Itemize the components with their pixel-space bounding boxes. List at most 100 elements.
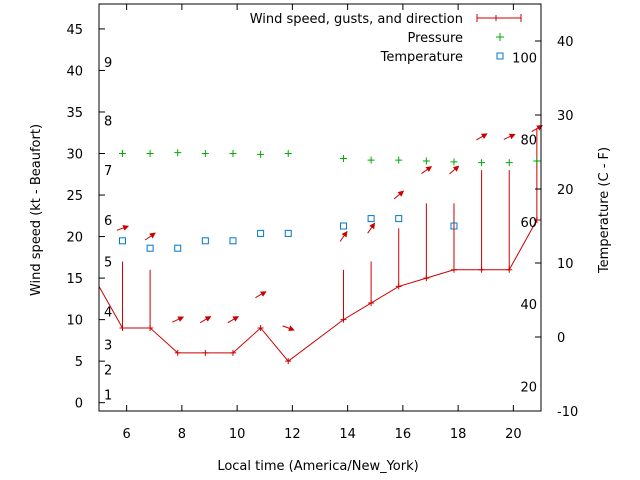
wind-speed-line (98, 219, 541, 362)
fahrenheit-label: 80 (520, 134, 537, 149)
temperature-point (174, 244, 182, 252)
legend-label-wind: Wind speed, gusts, and direction (250, 12, 463, 27)
y-left-tick-label: 25 (66, 189, 83, 204)
wind-direction-arrow (503, 133, 516, 140)
y-left-tick-label: 30 (66, 148, 83, 163)
pressure-point (533, 157, 541, 165)
wind-point (174, 349, 181, 356)
legend-label-temperature: Temperature (380, 50, 463, 65)
y-left-tick-label: 10 (66, 314, 83, 329)
pressure-point (284, 150, 292, 158)
beaufort-label: 7 (104, 164, 112, 179)
wind-direction-arrow (367, 222, 376, 234)
fahrenheit-label: 40 (520, 298, 537, 313)
pressure-point (146, 150, 154, 158)
y-right-tick-label: 30 (557, 109, 574, 124)
wind-direction-arrow (199, 316, 212, 324)
pressure-point (174, 149, 182, 157)
wind-direction-arrow (449, 165, 460, 175)
pressure-point (257, 150, 265, 158)
beaufort-label: 3 (104, 339, 112, 354)
beaufort-label: 6 (104, 214, 112, 229)
x-axis-label: Local time (America/New_York) (217, 459, 418, 474)
pressure-point (367, 156, 375, 164)
wind-point (340, 316, 347, 323)
x-tick-label: 10 (229, 427, 246, 442)
wind-point (478, 266, 485, 273)
pressure-point (118, 150, 126, 158)
temperature-point (257, 229, 265, 237)
temperature-point (339, 222, 347, 230)
x-tick-label: 20 (505, 427, 522, 442)
x-tick-label: 14 (339, 427, 356, 442)
y-left-tick-label: 5 (75, 355, 83, 370)
beaufort-label: 2 (104, 363, 112, 378)
temperature-point (146, 244, 154, 252)
legend-swatch-temperature (496, 52, 504, 60)
temperature-point (229, 237, 237, 245)
legend-label-pressure: Pressure (407, 31, 463, 46)
temperature-point (450, 222, 458, 230)
y-left-tick-label: 0 (75, 397, 83, 412)
y-right-tick-label: -10 (557, 405, 578, 420)
wind-direction-arrow (116, 225, 130, 231)
pressure-point (201, 150, 209, 158)
pressure-point (229, 150, 237, 158)
beaufort-label: 1 (104, 388, 112, 403)
x-tick-label: 12 (284, 427, 301, 442)
pressure-point (339, 154, 347, 162)
wind-point (395, 283, 402, 290)
wind-direction-arrow (421, 166, 433, 174)
wind-point (119, 324, 126, 331)
wind-direction-arrow (172, 316, 185, 323)
y-left-tick-label: 15 (66, 272, 83, 287)
y-left-tick-label: 40 (66, 64, 83, 79)
y-left-tick-label: 45 (66, 23, 83, 38)
x-tick-label: 6 (122, 427, 130, 442)
wind-point (368, 300, 375, 307)
wind-direction-arrow (339, 230, 348, 242)
y-right-tick-label: 10 (557, 257, 574, 272)
temperature-point (201, 237, 209, 245)
beaufort-label: 9 (104, 56, 112, 71)
wind-direction-arrow (531, 125, 543, 133)
x-tick-label: 16 (395, 427, 412, 442)
temperature-point (284, 229, 292, 237)
pressure-point (478, 159, 486, 167)
beaufort-label: 8 (104, 114, 112, 129)
wind-point (533, 216, 540, 223)
wind-point (147, 324, 154, 331)
x-tick-label: 8 (178, 427, 186, 442)
x-tick-label: 18 (450, 427, 467, 442)
y-left-tick-label: 20 (66, 231, 83, 246)
wind-direction-arrow (255, 291, 267, 299)
wind-point (257, 324, 264, 331)
y-right-tick-label: 40 (557, 35, 574, 50)
pressure-point (505, 159, 513, 167)
pressure-point (422, 157, 430, 165)
y-axis-label-left: Wind speed (kt - Beaufort) (29, 124, 44, 296)
beaufort-label: 5 (104, 255, 112, 270)
wind-point (450, 266, 457, 273)
y-right-tick-label: 20 (557, 183, 574, 198)
legend-swatch-wind-ticks (476, 14, 522, 22)
temperature-point (395, 215, 403, 223)
legend-swatch-pressure (496, 33, 504, 41)
wind-point (285, 358, 292, 365)
wind-point (506, 266, 513, 273)
temperature-point (118, 237, 126, 245)
fahrenheit-label: 100 (512, 51, 537, 66)
wind-point (229, 349, 236, 356)
y-right-tick-label: 0 (557, 331, 565, 346)
fahrenheit-label: 20 (520, 380, 537, 395)
wind-direction-arrow (282, 325, 295, 332)
pressure-point (450, 158, 458, 166)
wind-direction-arrow (393, 190, 405, 200)
fahrenheit-label: 60 (520, 216, 537, 231)
wind-point (202, 349, 209, 356)
pressure-point (395, 156, 403, 164)
y-axis-label-right: Temperature (C - F) (597, 147, 612, 274)
wind-direction-arrow (476, 133, 488, 141)
wind-direction-arrow (144, 232, 156, 241)
